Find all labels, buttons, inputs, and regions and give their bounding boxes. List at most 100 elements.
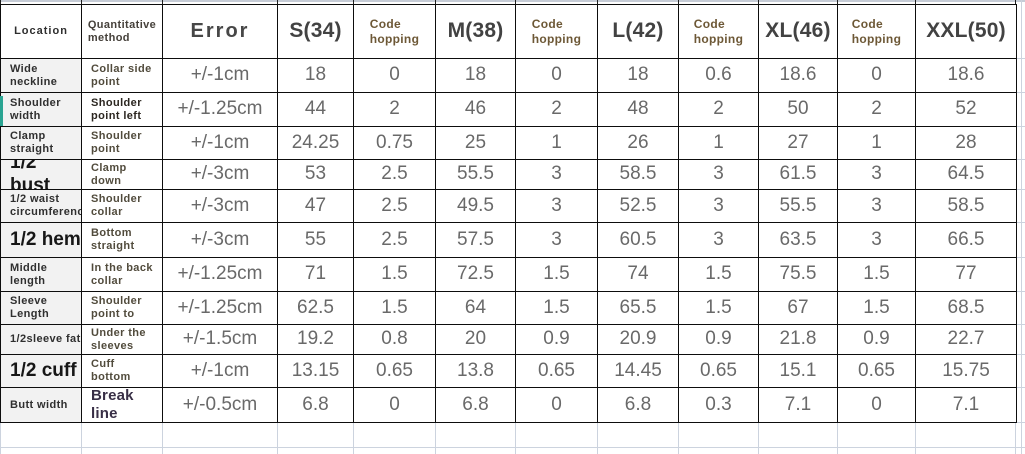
- header-cell-xl-46-9[interactable]: XL(46): [759, 5, 838, 59]
- method-cell[interactable]: Collar side point: [82, 59, 163, 93]
- error-cell[interactable]: +/-1cm: [163, 59, 278, 93]
- value-cell[interactable]: 24.25: [278, 127, 354, 160]
- value-cell[interactable]: 1.5: [354, 258, 436, 292]
- value-cell[interactable]: 57.5: [436, 223, 516, 258]
- value-cell[interactable]: 0.9: [516, 325, 598, 355]
- header-cell-xxl-50-11[interactable]: XXL(50): [916, 5, 1017, 59]
- value-cell[interactable]: 48: [598, 93, 679, 127]
- value-cell[interactable]: 0: [354, 388, 436, 423]
- value-cell[interactable]: 77: [916, 258, 1017, 292]
- value-cell[interactable]: 62.5: [278, 292, 354, 325]
- value-cell[interactable]: 1.5: [838, 258, 916, 292]
- value-cell[interactable]: 1.5: [679, 258, 759, 292]
- value-cell[interactable]: 6.8: [598, 388, 679, 423]
- value-cell[interactable]: 1: [838, 127, 916, 160]
- value-cell[interactable]: 74: [598, 258, 679, 292]
- value-cell[interactable]: 3: [516, 223, 598, 258]
- value-cell[interactable]: 44: [278, 93, 354, 127]
- value-cell[interactable]: 52: [916, 93, 1017, 127]
- value-cell[interactable]: 6.8: [436, 388, 516, 423]
- header-cell-error-2[interactable]: Error: [163, 5, 278, 59]
- method-cell[interactable]: Shoulder collar: [82, 190, 163, 223]
- method-cell[interactable]: Shoulder point: [82, 127, 163, 160]
- error-cell[interactable]: +/-1.25cm: [163, 93, 278, 127]
- value-cell[interactable]: 7.1: [916, 388, 1017, 423]
- value-cell[interactable]: 15.75: [916, 355, 1017, 388]
- value-cell[interactable]: 3: [838, 223, 916, 258]
- error-cell[interactable]: +/-0.5cm: [163, 388, 278, 423]
- value-cell[interactable]: 0: [838, 388, 916, 423]
- method-cell[interactable]: Under the sleeves: [82, 325, 163, 355]
- location-cell[interactable]: Butt width: [1, 388, 82, 423]
- value-cell[interactable]: 18.6: [759, 59, 838, 93]
- value-cell[interactable]: 58.5: [916, 190, 1017, 223]
- value-cell[interactable]: 49.5: [436, 190, 516, 223]
- value-cell[interactable]: 3: [679, 223, 759, 258]
- value-cell[interactable]: 2.5: [354, 223, 436, 258]
- value-cell[interactable]: 7.1: [759, 388, 838, 423]
- value-cell[interactable]: 2: [838, 93, 916, 127]
- value-cell[interactable]: 1.5: [516, 258, 598, 292]
- error-cell[interactable]: +/-1.5cm: [163, 325, 278, 355]
- value-cell[interactable]: 55: [278, 223, 354, 258]
- value-cell[interactable]: 26: [598, 127, 679, 160]
- value-cell[interactable]: 19.2: [278, 325, 354, 355]
- value-cell[interactable]: 1.5: [838, 292, 916, 325]
- value-cell[interactable]: 0.65: [354, 355, 436, 388]
- location-cell[interactable]: 1/2 waist circumference: [1, 190, 82, 223]
- value-cell[interactable]: 2: [354, 93, 436, 127]
- location-cell[interactable]: 1/2sleeve fat: [1, 325, 82, 355]
- value-cell[interactable]: 71: [278, 258, 354, 292]
- value-cell[interactable]: 27: [759, 127, 838, 160]
- value-cell[interactable]: 25: [436, 127, 516, 160]
- value-cell[interactable]: 18.6: [916, 59, 1017, 93]
- value-cell[interactable]: 68.5: [916, 292, 1017, 325]
- value-cell[interactable]: 63.5: [759, 223, 838, 258]
- value-cell[interactable]: 14.45: [598, 355, 679, 388]
- value-cell[interactable]: 64.5: [916, 160, 1017, 190]
- error-cell[interactable]: +/-3cm: [163, 160, 278, 190]
- header-cell-code-hopping-6[interactable]: Code hopping: [516, 5, 598, 59]
- value-cell[interactable]: 18: [278, 59, 354, 93]
- value-cell[interactable]: 2: [679, 93, 759, 127]
- error-cell[interactable]: +/-1cm: [163, 355, 278, 388]
- value-cell[interactable]: 1.5: [516, 292, 598, 325]
- value-cell[interactable]: 47: [278, 190, 354, 223]
- method-cell[interactable]: Shoulder point left: [82, 93, 163, 127]
- value-cell[interactable]: 72.5: [436, 258, 516, 292]
- value-cell[interactable]: 75.5: [759, 258, 838, 292]
- value-cell[interactable]: 2: [516, 93, 598, 127]
- value-cell[interactable]: 13.8: [436, 355, 516, 388]
- method-cell[interactable]: Shoulder point to: [82, 292, 163, 325]
- value-cell[interactable]: 1.5: [354, 292, 436, 325]
- value-cell[interactable]: 0: [354, 59, 436, 93]
- value-cell[interactable]: 0.75: [354, 127, 436, 160]
- header-cell-code-hopping-8[interactable]: Code hopping: [679, 5, 759, 59]
- value-cell[interactable]: 0: [838, 59, 916, 93]
- value-cell[interactable]: 60.5: [598, 223, 679, 258]
- value-cell[interactable]: 50: [759, 93, 838, 127]
- header-cell-m-38-5[interactable]: M(38): [436, 5, 516, 59]
- value-cell[interactable]: 3: [838, 160, 916, 190]
- value-cell[interactable]: 1: [679, 127, 759, 160]
- value-cell[interactable]: 0.6: [679, 59, 759, 93]
- error-cell[interactable]: +/-1.25cm: [163, 292, 278, 325]
- value-cell[interactable]: 67: [759, 292, 838, 325]
- value-cell[interactable]: 3: [516, 160, 598, 190]
- error-cell[interactable]: +/-1cm: [163, 127, 278, 160]
- value-cell[interactable]: 0.65: [516, 355, 598, 388]
- method-cell[interactable]: Break line: [82, 388, 163, 423]
- value-cell[interactable]: 66.5: [916, 223, 1017, 258]
- location-cell[interactable]: 1/2 bust: [1, 160, 82, 190]
- value-cell[interactable]: 52.5: [598, 190, 679, 223]
- value-cell[interactable]: 6.8: [278, 388, 354, 423]
- value-cell[interactable]: 55.5: [436, 160, 516, 190]
- value-cell[interactable]: 2.5: [354, 160, 436, 190]
- value-cell[interactable]: 64: [436, 292, 516, 325]
- location-cell[interactable]: Sleeve Length: [1, 292, 82, 325]
- value-cell[interactable]: 46: [436, 93, 516, 127]
- value-cell[interactable]: 1.5: [679, 292, 759, 325]
- value-cell[interactable]: 15.1: [759, 355, 838, 388]
- value-cell[interactable]: 13.15: [278, 355, 354, 388]
- header-cell-quantitative-method-1[interactable]: Quantitative method: [82, 5, 163, 59]
